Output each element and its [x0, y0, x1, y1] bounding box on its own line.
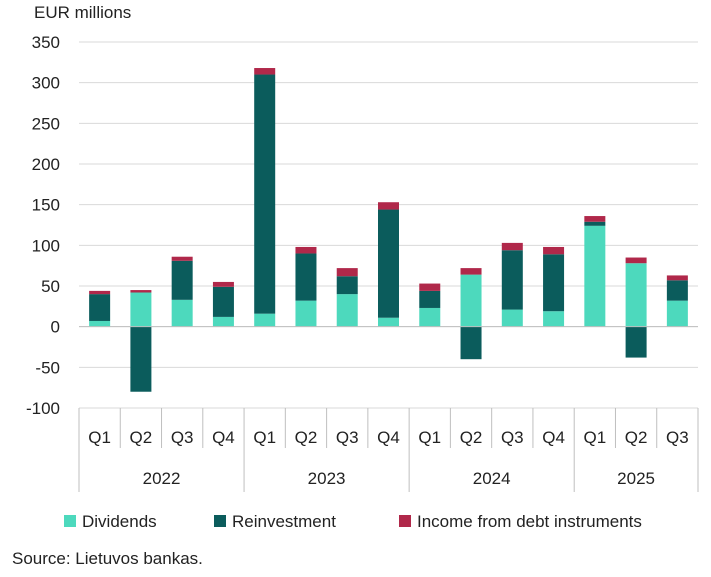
- bar-segment-reinvestment: [212, 286, 234, 317]
- y-tick-label: 150: [32, 196, 60, 215]
- bar-segment-reinvestment: [171, 260, 193, 300]
- bar-segment-income-from-debt-instruments: [460, 268, 482, 275]
- bar-segment-income-from-debt-instruments: [378, 202, 399, 210]
- x-axis: Q1 Q2 Q3 Q4 Q1 Q2 Q3 Q4 Q1 Q2 Q3 Q4 Q1 Q2 Q3 2022 2023 20…: [78, 326, 699, 492]
- year-group-label: 2022: [143, 469, 181, 488]
- y-tick-label: 350: [32, 33, 60, 52]
- bar-segment-dividends: [419, 307, 441, 327]
- x-tick-label: Q4: [212, 428, 235, 447]
- y-tick-label: 300: [32, 74, 60, 93]
- legend-label: Income from debt instruments: [417, 512, 642, 531]
- y-tick-label: -100: [26, 399, 60, 418]
- x-tick-label: Q3: [171, 428, 194, 447]
- bar-segment-income-from-debt-instruments: [130, 290, 152, 293]
- x-tick-label: Q3: [336, 428, 359, 447]
- x-tick-label: Q4: [542, 428, 565, 447]
- bar-segment-reinvestment: [89, 294, 111, 321]
- bar-segment-income-from-debt-instruments: [295, 246, 317, 254]
- bar-segment-income-from-debt-instruments: [543, 246, 565, 255]
- bar-segment-dividends: [89, 320, 111, 327]
- y-tick-label: 0: [51, 318, 60, 337]
- bar-segment-reinvestment: [378, 209, 399, 318]
- x-tick-label: Q1: [418, 428, 441, 447]
- legend-label: Reinvestment: [232, 512, 336, 531]
- x-tick-label: Q2: [295, 428, 318, 447]
- bar-segment-reinvestment: [501, 250, 523, 310]
- bar-segment-dividends: [501, 309, 523, 327]
- bar-segment-reinvestment: [419, 290, 441, 308]
- bar-segment-dividends: [336, 294, 358, 327]
- bar-segment-reinvestment: [295, 253, 317, 301]
- bar-segment-income-from-debt-instruments: [419, 283, 441, 291]
- bar-segment-dividends: [171, 299, 193, 327]
- bar-segment-dividends: [543, 311, 565, 327]
- bar-segment-dividends: [666, 300, 688, 327]
- bar-segment-income-from-debt-instruments: [336, 268, 358, 277]
- bar-segment-income-from-debt-instruments: [625, 257, 647, 264]
- bar-segment-dividends: [625, 263, 647, 327]
- y-tick-label: 50: [41, 277, 60, 296]
- bar-segment-reinvestment: [666, 280, 688, 301]
- bar-segment-income-from-debt-instruments: [212, 281, 234, 287]
- year-group-label: 2024: [473, 469, 511, 488]
- bar-segment-reinvestment: [336, 276, 358, 295]
- x-tick-label: Q2: [460, 428, 483, 447]
- legend-swatch: [214, 515, 226, 527]
- bar-segment-reinvestment: [584, 221, 606, 226]
- legend: Dividends Reinvestment Income from debt in…: [64, 512, 642, 531]
- x-tick-label: Q1: [583, 428, 606, 447]
- bar-segment-income-from-debt-instruments: [584, 216, 606, 222]
- x-tick-label: Q3: [501, 428, 524, 447]
- bars: [89, 68, 688, 392]
- bar-segment-reinvestment: [625, 326, 647, 358]
- x-tick-label: Q4: [377, 428, 400, 447]
- x-tick-label: Q1: [88, 428, 111, 447]
- bar-segment-dividends: [584, 225, 606, 327]
- bar-segment-income-from-debt-instruments: [254, 68, 276, 75]
- year-group-label: 2023: [308, 469, 346, 488]
- bar-segment-reinvestment: [543, 254, 565, 312]
- legend-label: Dividends: [82, 512, 157, 531]
- bar-segment-dividends: [378, 317, 399, 327]
- bar-segment-income-from-debt-instruments: [666, 275, 688, 281]
- y-tick-label: -50: [35, 358, 60, 377]
- y-axis-ticks: -100 -50 0 50 100 150 200 250 300 350: [26, 33, 60, 418]
- bar-segment-dividends: [460, 274, 482, 327]
- bar-segment-reinvestment: [254, 74, 276, 314]
- bar-segment-income-from-debt-instruments: [501, 242, 523, 251]
- y-tick-label: 200: [32, 155, 60, 174]
- legend-swatch: [64, 515, 76, 527]
- legend-swatch: [399, 515, 411, 527]
- x-tick-label: Q3: [666, 428, 689, 447]
- y-axis-unit-label: EUR millions: [34, 3, 131, 22]
- bar-segment-dividends: [212, 316, 234, 327]
- y-tick-label: 250: [32, 114, 60, 133]
- bar-segment-reinvestment: [130, 326, 152, 392]
- x-tick-label: Q1: [253, 428, 276, 447]
- x-tick-label: Q2: [130, 428, 153, 447]
- bar-segment-dividends: [130, 292, 152, 327]
- source-note: Source: Lietuvos bankas.: [12, 549, 203, 568]
- bar-segment-dividends: [254, 313, 276, 327]
- bar-segment-income-from-debt-instruments: [89, 290, 111, 295]
- y-tick-label: 100: [32, 236, 60, 255]
- bar-segment-reinvestment: [460, 326, 482, 360]
- x-tick-label: Q2: [625, 428, 648, 447]
- bar-segment-dividends: [295, 300, 317, 327]
- year-group-label: 2025: [617, 469, 655, 488]
- bar-segment-income-from-debt-instruments: [171, 256, 193, 261]
